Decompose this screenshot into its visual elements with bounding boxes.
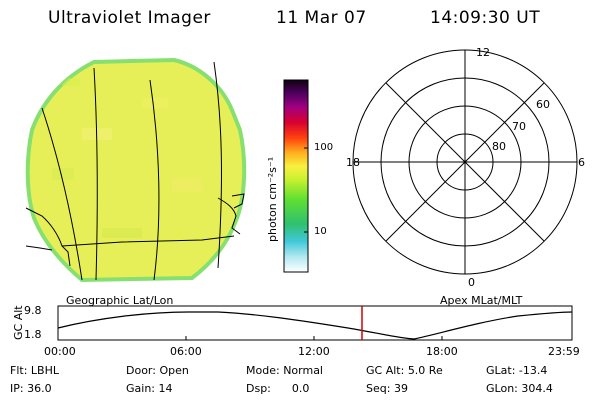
status-glon: GLon: 304.4 (486, 382, 553, 395)
status-ip: IP: 36.0 (10, 382, 52, 395)
lat-label-80: 80 (492, 140, 506, 153)
status-seq-label: Seq: (366, 382, 391, 395)
altitude-plot (57, 305, 573, 341)
altitude-ylabel: GC Alt (12, 305, 25, 340)
mlt-label-6: 6 (578, 156, 585, 169)
status-seq-value: 39 (393, 382, 408, 395)
status-gcalt-label: GC Alt: (366, 364, 405, 377)
lat-label-70: 70 (512, 120, 526, 133)
status-dsp-label: Dsp: (246, 382, 271, 395)
status-glat-value: -13.4 (518, 364, 548, 377)
altitude-y-tick-max: 9.8 (24, 304, 42, 317)
status-glon-label: GLon: (486, 382, 518, 395)
mlt-label-0: 0 (468, 276, 475, 289)
status-gcalt-value: 5.0 Re (407, 364, 443, 377)
mlt-label-12: 12 (476, 46, 490, 59)
status-gain: Gain: 14 (126, 382, 173, 395)
status-dsp: Dsp: 0.0 (246, 382, 309, 395)
status-mode: Mode: Normal (246, 364, 323, 377)
lat-label-60: 60 (536, 98, 550, 111)
time-label: 14:09:30 UT (430, 8, 541, 28)
status-door-label: Door: (126, 364, 156, 377)
status-seq: Seq: 39 (366, 382, 408, 395)
altitude-x-tick-1200: 12:00 (298, 345, 330, 358)
altitude-x-tick-2359: 23:59 (548, 345, 580, 358)
status-filter: Flt: LBHL (10, 364, 59, 377)
status-glat-label: GLat: (486, 364, 516, 377)
status-dsp-value: 0.0 (291, 382, 310, 395)
status-door: Door: Open (126, 364, 189, 377)
status-ip-label: IP: (10, 382, 24, 395)
status-door-value: Open (159, 364, 189, 377)
status-glat: GLat: -13.4 (486, 364, 547, 377)
altitude-y-tick-min: 1.8 (24, 328, 42, 341)
status-gain-value: 14 (158, 382, 173, 395)
status-filter-label: Flt: (10, 364, 28, 377)
geographic-image (25, 57, 247, 283)
altitude-x-tick-1800: 18:00 (426, 345, 458, 358)
status-ip-value: 36.0 (27, 382, 52, 395)
status-gcalt: GC Alt: 5.0 Re (366, 364, 443, 377)
status-mode-value: Normal (283, 364, 323, 377)
colorbar (283, 79, 309, 273)
colorbar-unit-label: photon cm⁻²s⁻¹ (266, 156, 279, 242)
polar-grid (352, 49, 578, 275)
colorbar-tick-100: 100 (314, 142, 334, 153)
altitude-x-tick-0000: 00:00 (44, 345, 76, 358)
status-gain-label: Gain: (126, 382, 155, 395)
date-label: 11 Mar 07 (276, 8, 367, 28)
geographic-caption: Geographic Lat/Lon (66, 294, 174, 307)
status-glon-value: 304.4 (521, 382, 553, 395)
status-mode-label: Mode: (246, 364, 280, 377)
apex-caption: Apex MLat/MLT (440, 294, 523, 307)
instrument-title: Ultraviolet Imager (48, 8, 211, 28)
mlt-label-18: 18 (346, 156, 360, 169)
status-filter-value: LBHL (30, 364, 59, 377)
colorbar-tick-10: 10 (314, 226, 327, 237)
altitude-x-tick-0600: 06:00 (170, 345, 202, 358)
